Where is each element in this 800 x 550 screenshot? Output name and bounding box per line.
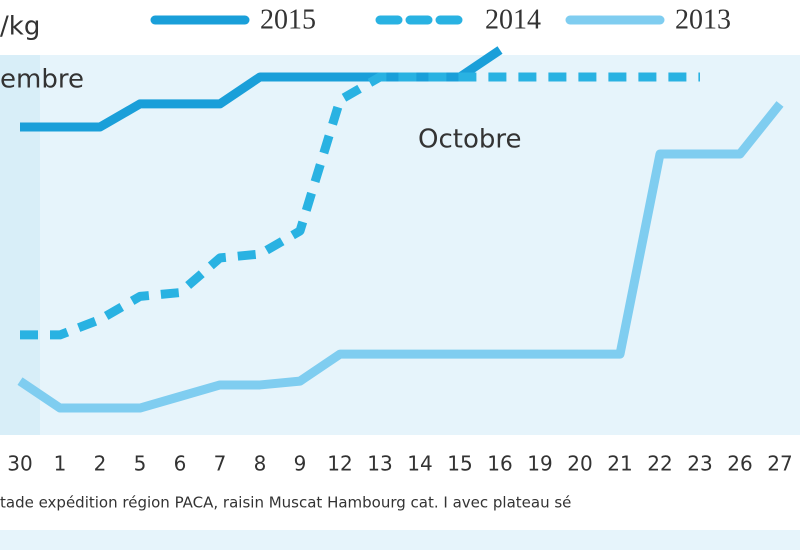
x-tick-label: 14 <box>407 452 432 476</box>
plot-background <box>0 55 800 435</box>
x-tick-label: 19 <box>527 452 552 476</box>
series-line <box>20 72 700 340</box>
x-tick-label: 30 <box>7 452 32 476</box>
september-band <box>0 55 40 435</box>
x-tick-label: 1 <box>54 452 67 476</box>
x-tick-label: 27 <box>767 452 792 476</box>
x-tick-label: 23 <box>687 452 712 476</box>
month-label: Octobre <box>418 125 521 155</box>
x-tick-label: 13 <box>367 452 392 476</box>
x-tick-label: 15 <box>447 452 472 476</box>
x-tick-label: 8 <box>254 452 267 476</box>
legend-label: 2013 <box>675 4 731 35</box>
legend-label: 2014 <box>485 4 541 35</box>
x-tick-label: 22 <box>647 452 672 476</box>
x-tick-label: 2 <box>94 452 107 476</box>
bottom-strip <box>0 530 800 550</box>
x-tick-label: 21 <box>607 452 632 476</box>
x-tick-label: 9 <box>294 452 307 476</box>
x-tick-label: 5 <box>134 452 147 476</box>
footnote: tade expédition région PACA, raisin Musc… <box>0 494 571 512</box>
y-axis-label: /kg <box>0 12 40 42</box>
x-tick-label: 26 <box>727 452 752 476</box>
series-line <box>20 46 503 132</box>
x-tick-label: 6 <box>174 452 187 476</box>
x-tick-label: 16 <box>487 452 512 476</box>
x-tick-label: 20 <box>567 452 592 476</box>
x-tick-label: 7 <box>214 452 227 476</box>
x-tick-label: 12 <box>327 452 352 476</box>
series-line <box>17 101 784 413</box>
legend-label: 2015 <box>260 4 316 35</box>
month-label: embre <box>0 65 84 95</box>
